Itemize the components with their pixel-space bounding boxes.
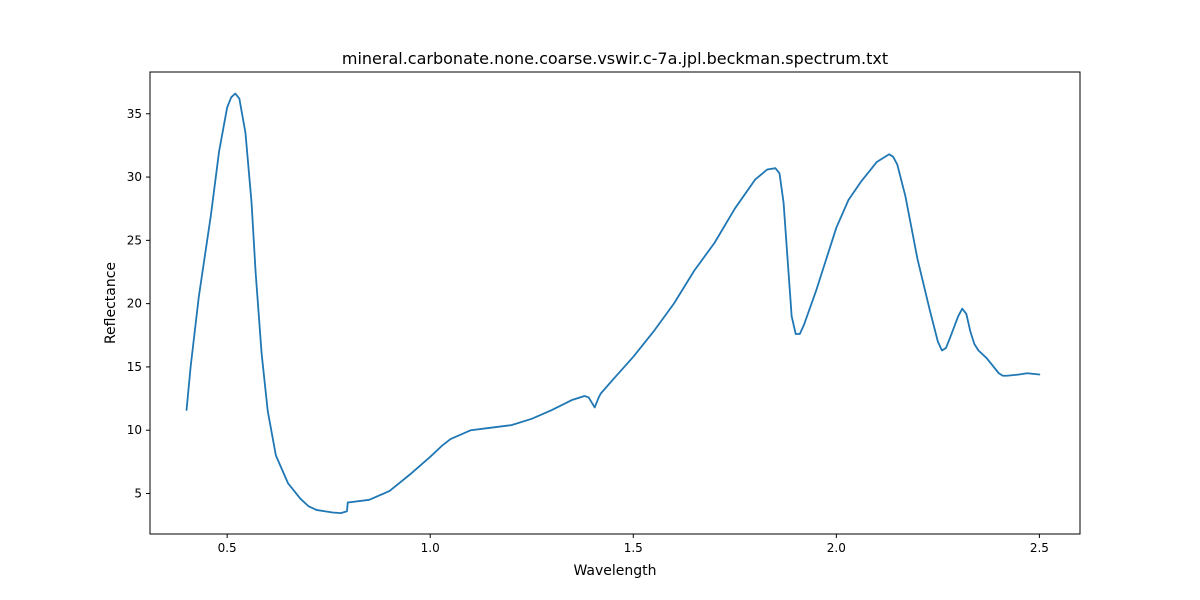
axes-frame [149, 71, 1081, 535]
y-axis-ticks: 5 10 15 20 25 30 35 [127, 107, 150, 500]
y-tick-label: 30 [127, 170, 142, 184]
y-tick-label: 20 [127, 297, 142, 311]
x-tick-label: 2.5 [1030, 541, 1049, 555]
y-axis-label: Reflectance [103, 262, 119, 344]
x-tick-label: 0.5 [218, 541, 237, 555]
y-tick-label: 15 [127, 360, 142, 374]
x-tick-label: 2.0 [827, 541, 846, 555]
series-line [185, 92, 1041, 515]
y-tick-label: 25 [127, 233, 142, 247]
x-axis-ticks: 0.5 1.0 1.5 2.0 2.5 [218, 534, 1049, 555]
plot-area: 0.5 1.0 1.5 2.0 2.5 5 10 15 20 25 30 35 [127, 71, 1081, 555]
y-tick-label: 35 [127, 107, 142, 121]
chart-title: mineral.carbonate.none.coarse.vswir.c-7a… [342, 49, 888, 68]
x-axis-label: Wavelength [573, 563, 656, 579]
y-tick-label: 5 [134, 486, 142, 500]
x-tick-label: 1.5 [624, 541, 643, 555]
x-tick-label: 1.0 [421, 541, 440, 555]
y-tick-label: 10 [127, 423, 142, 437]
